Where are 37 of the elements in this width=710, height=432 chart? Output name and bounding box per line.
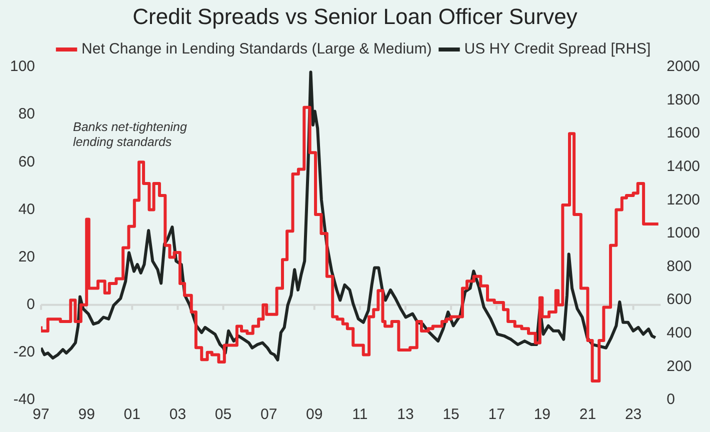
x-tick-label: 21 (579, 406, 596, 424)
x-tick-label: 97 (32, 406, 50, 424)
y2-tick-label: 1000 (666, 224, 700, 242)
chart-title: Credit Spreads vs Senior Loan Officer Survey (132, 4, 578, 30)
x-tick-label: 01 (124, 406, 140, 424)
annotation: Banks net-tightening lending standards (73, 120, 188, 150)
y-tick-label: -40 (13, 391, 36, 408)
y2-tick-label: 200 (666, 358, 692, 375)
x-tick-label: 15 (442, 406, 460, 424)
y2-tick-label: 1600 (666, 124, 700, 142)
x-tick-label: 99 (78, 406, 95, 424)
y2-tick-label: 600 (666, 291, 692, 308)
x-tick-label: 17 (488, 406, 505, 424)
x-tick-label: 13 (397, 406, 414, 424)
y-tick-label: 80 (18, 106, 36, 123)
x-tick-label: 03 (169, 406, 186, 424)
y2-tick-label: 400 (666, 324, 692, 342)
y2-tick-label: 1800 (666, 91, 700, 108)
y2-tick-label: 1200 (666, 191, 700, 208)
legend-label: Net Change in Lending Standards (Large & Medium) (82, 40, 432, 58)
x-tick-label: 19 (534, 406, 551, 424)
x-tick-label: 11 (352, 406, 368, 424)
y-tick-label: 0 (26, 296, 36, 313)
y2-tick-label: 1400 (666, 158, 700, 176)
legend-label: US HY Credit Spread [RHS] (464, 40, 651, 58)
x-tick-label: 05 (214, 406, 232, 424)
y-tick-label: 40 (18, 200, 36, 218)
y-tick-label: -20 (13, 344, 36, 361)
y-tick-label: 20 (18, 248, 36, 266)
x-tick-label: 09 (306, 406, 323, 424)
x-tick-label: 23 (624, 406, 642, 424)
y-tick-label: 60 (18, 153, 36, 170)
y2-tick-label: 0 (666, 391, 675, 408)
x-tick-label: 07 (260, 406, 278, 424)
y2-tick-label: 800 (666, 258, 692, 275)
y-tick-label: 100 (10, 58, 36, 76)
y2-tick-label: 2000 (666, 58, 700, 76)
